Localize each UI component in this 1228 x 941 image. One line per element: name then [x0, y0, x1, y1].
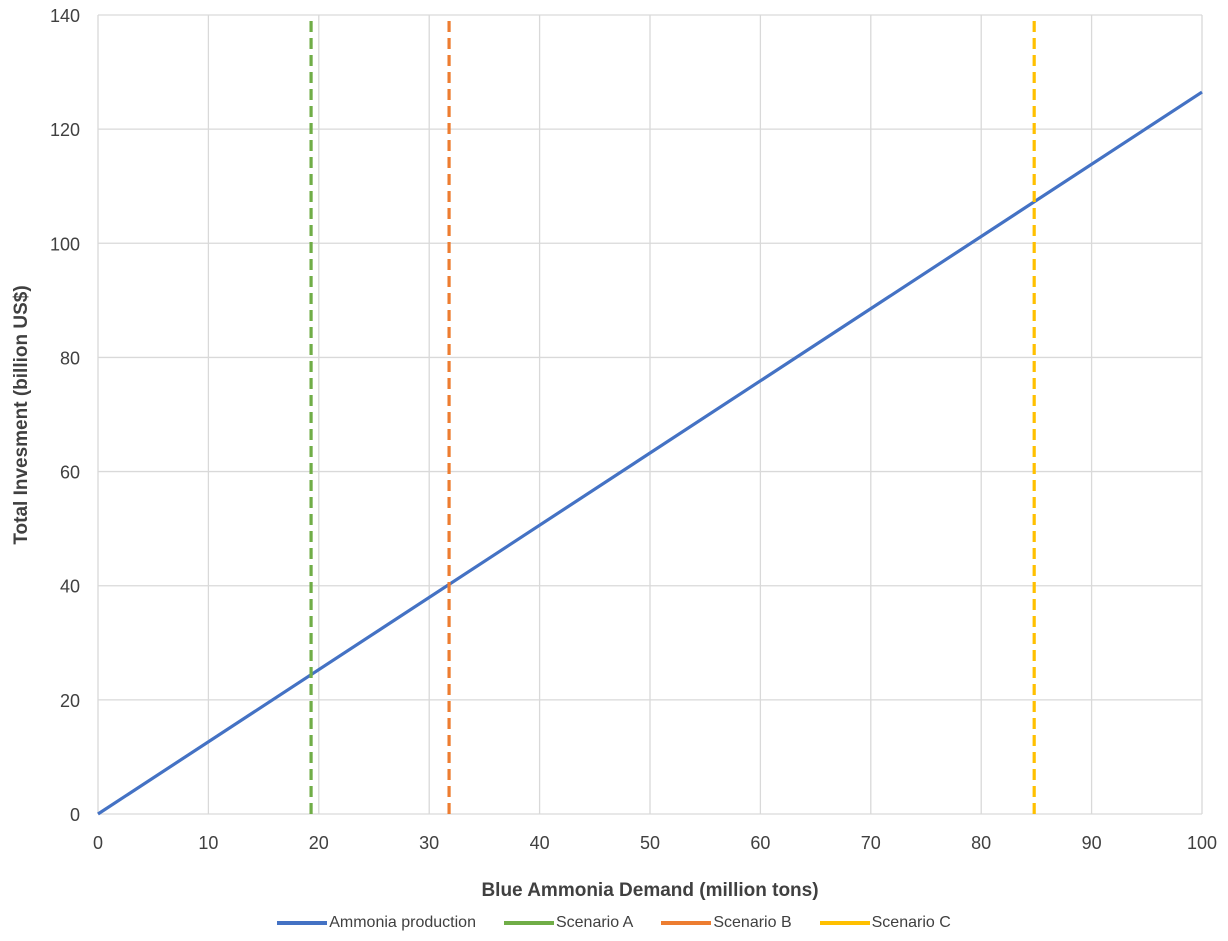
x-tick-label: 0: [93, 833, 103, 853]
legend-item: Scenario C: [819, 914, 951, 932]
x-tick-label: 50: [640, 833, 660, 853]
legend-item: Scenario B: [661, 914, 792, 932]
x-axis-title: Blue Ammonia Demand (million tons): [481, 880, 818, 901]
legend-label: Scenario B: [713, 914, 792, 931]
y-tick-label: 120: [50, 120, 80, 140]
y-tick-label: 0: [70, 805, 80, 825]
legend: Ammonia production Scenario A Scenario B Sc…: [0, 914, 1228, 932]
x-tick-label: 90: [1082, 833, 1102, 853]
y-axis-title: Total Invesment (billion US$): [11, 285, 32, 544]
x-tick-label: 70: [861, 833, 881, 853]
y-tick-label: 100: [50, 234, 80, 254]
legend-label: Ammonia production: [329, 914, 476, 931]
y-tick-labels: 0 20 40 60 80 100 120 140: [50, 6, 80, 825]
y-tick-label: 60: [60, 463, 80, 483]
x-tick-label: 60: [750, 833, 770, 853]
x-tick-labels: 0 10 20 30 40 50 60 70 80 90 100: [93, 833, 1217, 853]
x-tick-label: 80: [971, 833, 991, 853]
legend-swatch: [661, 921, 712, 925]
legend-label: Scenario C: [871, 914, 951, 931]
gridlines: [97, 14, 1203, 815]
legend-swatch: [277, 921, 328, 925]
legend-item: Ammonia production: [277, 914, 476, 932]
y-tick-label: 40: [60, 577, 80, 597]
series-line-0: [97, 90, 1203, 816]
series-lines: [97, 15, 1203, 816]
y-tick-label: 140: [50, 6, 80, 26]
legend-label: Scenario A: [555, 914, 634, 931]
x-tick-label: 40: [530, 833, 550, 853]
y-tick-label: 80: [60, 348, 80, 368]
x-tick-label: 30: [419, 833, 439, 853]
legend-swatch: [503, 921, 554, 925]
legend-item: Scenario A: [503, 914, 634, 932]
x-tick-label: 100: [1187, 833, 1217, 853]
x-tick-label: 10: [198, 833, 218, 853]
y-tick-label: 20: [60, 691, 80, 711]
x-tick-label: 20: [309, 833, 329, 853]
legend-swatch: [819, 921, 870, 925]
